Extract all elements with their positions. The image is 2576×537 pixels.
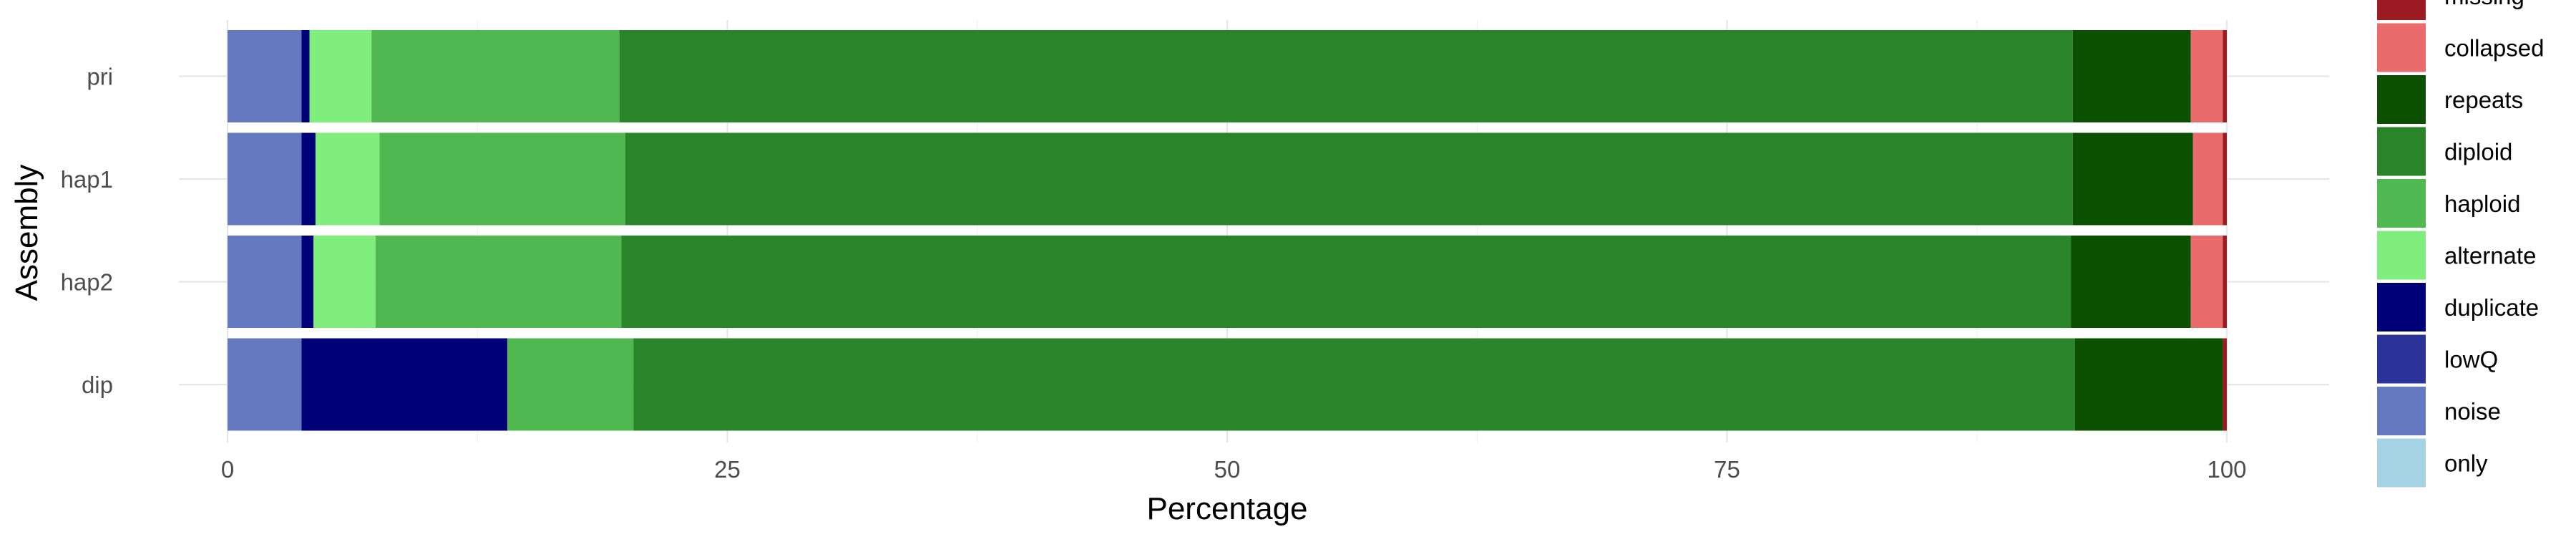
x-tick-label-100: 100 [2207, 456, 2246, 483]
bar-segment-hap1-collapsed [2192, 132, 2223, 226]
y-axis-label: Assembly [9, 165, 44, 301]
bar-segment-hap1-haploid [379, 132, 626, 226]
bar-segment-hap2-repeats [2071, 236, 2191, 328]
legend-label-repeats: repeats [2444, 87, 2523, 113]
bar-segment-hap1-duplicate [301, 132, 316, 226]
bar-segment-dip-noise [228, 338, 302, 431]
legend-label-lowQ: lowQ [2444, 347, 2498, 373]
bar-segment-pri-missing [2223, 30, 2227, 122]
y-tick-label-hap2: hap2 [61, 269, 113, 296]
legend-key-alternate [2377, 231, 2426, 280]
legend-key-missing [2377, 0, 2426, 20]
legend-label-diploid: diploid [2444, 139, 2512, 165]
y-tick-label-pri: pri [87, 64, 113, 90]
bar-segment-hap1-diploid [625, 132, 2073, 226]
legend-label-missing: missing [2444, 0, 2524, 9]
legend-label-duplicate: duplicate [2444, 294, 2539, 321]
bars [228, 30, 2227, 431]
x-tick-label-75: 75 [1714, 456, 1740, 483]
bar-segment-pri-collapsed [2190, 30, 2223, 122]
legend-label-alternate: alternate [2444, 243, 2536, 269]
legend: missing collapsed repeats diploid haploid alt… [2377, 0, 2544, 488]
bar-segment-dip-haploid [507, 338, 634, 431]
legend-label-only: only [2444, 450, 2488, 477]
bar-segment-hap1-repeats [2072, 132, 2193, 226]
x-tick-labels: 0 25 50 75 100 [221, 456, 2247, 483]
bar-segment-hap2-collapsed [2190, 236, 2223, 328]
bar-segment-dip-diploid [633, 338, 2075, 431]
bar-segment-hap2-noise [228, 236, 302, 328]
legend-key-noise [2377, 387, 2426, 435]
bar-segment-hap2-alternate [313, 236, 376, 328]
x-tick-label-50: 50 [1214, 456, 1241, 483]
bar-segment-dip-duplicate [301, 338, 508, 431]
bar-segment-pri-repeats [2072, 30, 2191, 122]
legend-key-lowQ [2377, 334, 2426, 384]
legend-key-diploid [2377, 127, 2426, 176]
bar-segment-pri-diploid [619, 30, 2073, 122]
bar-segment-hap2-duplicate [301, 236, 314, 328]
legend-key-duplicate [2377, 283, 2426, 332]
bar-segment-hap1-noise [228, 132, 302, 226]
legend-key-only [2377, 438, 2426, 488]
bar-segment-hap1-missing [2223, 132, 2227, 226]
bar-segment-dip-repeats [2074, 338, 2223, 431]
bar-segment-hap2-haploid [375, 236, 622, 328]
legend-label-haploid: haploid [2444, 190, 2520, 217]
bar-segment-pri-alternate [309, 30, 372, 122]
legend-key-haploid [2377, 179, 2426, 228]
x-tick-label-0: 0 [221, 456, 234, 483]
y-tick-labels: pri hap1 hap2 dip [61, 64, 113, 399]
bar-segment-hap2-diploid [621, 236, 2072, 328]
bar-segment-hap2-missing [2223, 236, 2227, 328]
legend-label-noise: noise [2444, 398, 2501, 425]
legend-label-collapsed: collapsed [2444, 35, 2544, 62]
x-axis-label: Percentage [1146, 491, 1307, 526]
bar-segment-pri-haploid [371, 30, 620, 122]
legend-key-repeats [2377, 75, 2426, 124]
x-tick-label-25: 25 [714, 456, 741, 483]
bar-segment-pri-noise [228, 30, 302, 122]
y-tick-label-hap1: hap1 [61, 166, 113, 193]
legend-key-collapsed [2377, 23, 2426, 72]
bar-segment-pri-duplicate [301, 30, 310, 122]
bar-segment-dip-missing [2223, 338, 2227, 431]
y-tick-label-dip: dip [82, 372, 113, 398]
bar-segment-hap1-alternate [315, 132, 380, 226]
